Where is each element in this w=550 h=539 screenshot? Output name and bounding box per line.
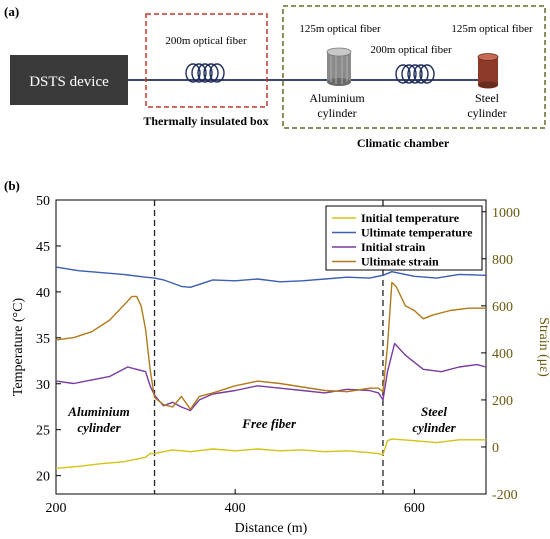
y-right-tick-label: 1000 xyxy=(492,206,520,221)
insulated-box xyxy=(145,13,268,108)
chart: 200 400 600 20 25 30 35 40 45 50 -200 0 200 400 600 800… xyxy=(11,194,550,536)
legend-box xyxy=(325,205,483,271)
y-right-tick-label: 200 xyxy=(492,394,513,409)
legend-label-2: Initial strain xyxy=(361,240,426,254)
x-tick-label: 200 xyxy=(46,501,67,516)
x-axis-label: Distance (m) xyxy=(235,521,308,536)
legend-label-3: Ultimate strain xyxy=(361,255,439,269)
box-fiber-label: 200m optical fiber xyxy=(165,35,247,47)
aluminium-label-2: cylinder xyxy=(317,106,356,120)
y-left-tick-label: 35 xyxy=(36,332,50,347)
y-right-tick-label: 600 xyxy=(492,300,513,315)
climatic-chamber-label: Climatic chamber xyxy=(357,136,450,150)
y-right-tick-label: 0 xyxy=(492,441,499,456)
region-label-0-line1: Aluminium xyxy=(67,404,129,419)
series-line-3 xyxy=(55,281,486,410)
dsts-device-label: DSTS device xyxy=(29,74,109,90)
y-left-tick-label: 45 xyxy=(36,240,50,255)
y-left-tick-label: 40 xyxy=(36,286,50,301)
region-label-2-line1: Steel xyxy=(421,404,447,419)
y-left-tick-label: 50 xyxy=(36,194,50,209)
panel-a-label: (a) xyxy=(4,4,19,19)
y-right-tick-label: -200 xyxy=(492,488,518,503)
insulated-box-label: Thermally insulated box xyxy=(143,114,268,128)
steel-label-1: Steel xyxy=(475,91,500,105)
region-label-2-line2: cylinder xyxy=(412,420,456,435)
region-label-1-line1: Free fiber xyxy=(241,416,297,431)
chamber-fiber-left-label: 125m optical fiber xyxy=(299,23,381,35)
y-left-tick-label: 20 xyxy=(36,470,50,485)
chamber-fiber-middle-label: 200m optical fiber xyxy=(370,44,452,56)
steel-label-2: cylinder xyxy=(467,106,506,120)
series-line-2 xyxy=(55,342,487,412)
x-tick-label: 600 xyxy=(404,501,425,516)
aluminium-label-1: Aluminium xyxy=(309,91,365,105)
y-right-axis-label: Strain (με) xyxy=(536,317,550,377)
panel-b-label: (b) xyxy=(4,178,20,193)
region-label-0-line2: cylinder xyxy=(77,420,121,435)
steel-cylinder-icon xyxy=(477,53,499,89)
plot-frame xyxy=(55,199,487,495)
dsts-device-box xyxy=(10,55,128,105)
y-left-axis-label: Temperature (°C) xyxy=(11,298,26,397)
chamber-fiber-right-label: 125m optical fiber xyxy=(451,23,533,35)
legend-label-0: Initial temperature xyxy=(361,211,460,225)
series-line-0 xyxy=(55,438,486,469)
chamber-fiber-coil-icon xyxy=(395,64,435,84)
x-tick-label: 400 xyxy=(225,501,246,516)
aluminium-cylinder-icon xyxy=(326,47,352,86)
y-left-tick-label: 25 xyxy=(36,424,50,439)
legend-label-1: Ultimate temperature xyxy=(361,226,473,240)
y-left-tick-label: 30 xyxy=(36,378,50,393)
fiber-coil-icon xyxy=(185,63,225,83)
y-right-tick-label: 800 xyxy=(492,253,513,268)
climatic-chamber xyxy=(282,5,546,129)
series-line-1 xyxy=(55,266,487,288)
y-right-tick-label: 400 xyxy=(492,347,513,362)
